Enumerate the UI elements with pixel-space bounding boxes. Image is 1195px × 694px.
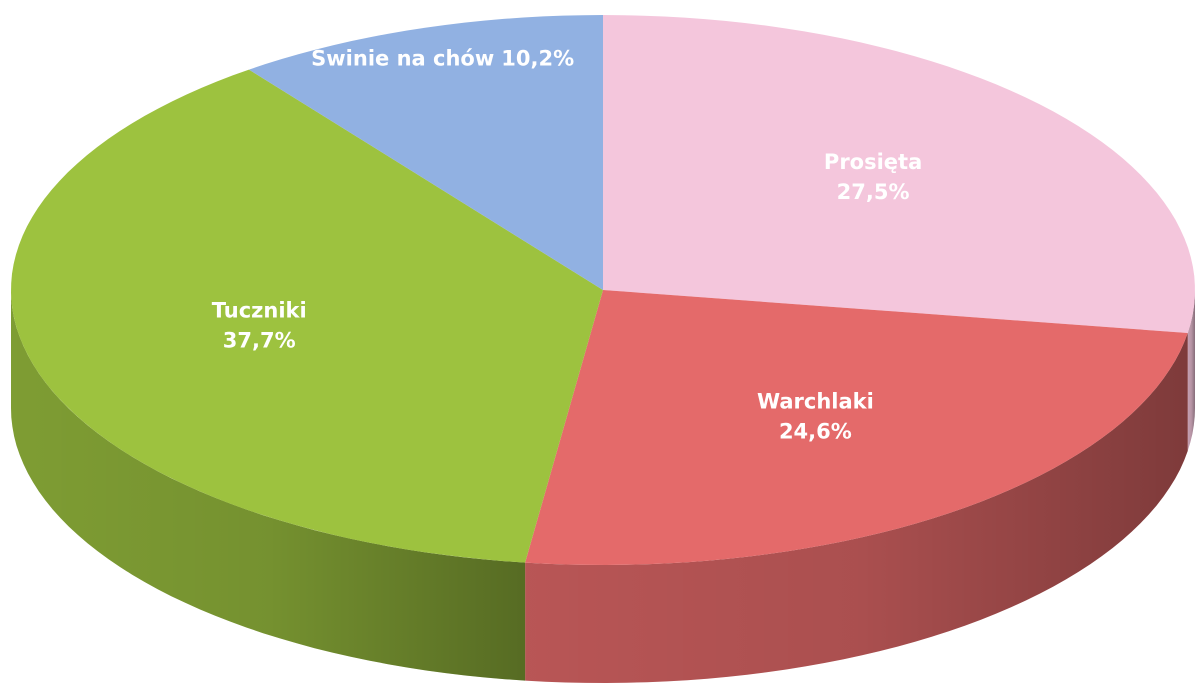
category-label: Warchlaki (757, 389, 874, 413)
category-label: Tuczniki (212, 299, 307, 323)
value-label: 10,2% (501, 47, 574, 71)
slice (11, 69, 603, 563)
value-label: 27,5% (837, 180, 910, 204)
value-label: 24,6% (779, 419, 852, 443)
slice (525, 290, 1188, 565)
pie-tops (11, 15, 1195, 565)
side-shade (1187, 290, 1195, 451)
side-shade (11, 290, 526, 681)
slice-label: Prosięta 27,5% (824, 150, 922, 204)
slice-label: Tuczniki 37,7% (212, 299, 307, 353)
slice (603, 15, 1195, 333)
category-label: Świnie na chów (311, 46, 494, 71)
slice-label: Warchlaki 24,6% (757, 389, 874, 443)
slice-label: Świnie na chów 10,2% (311, 46, 574, 71)
slice (249, 15, 603, 290)
side-shade (525, 333, 1188, 683)
pie-sides (11, 290, 1195, 683)
category-label: Prosięta (824, 150, 922, 174)
slice-labels: Prosięta 27,5% Warchlaki 24,6% Tuczniki 37,7%… (212, 46, 922, 444)
value-label: 37,7% (223, 329, 296, 353)
